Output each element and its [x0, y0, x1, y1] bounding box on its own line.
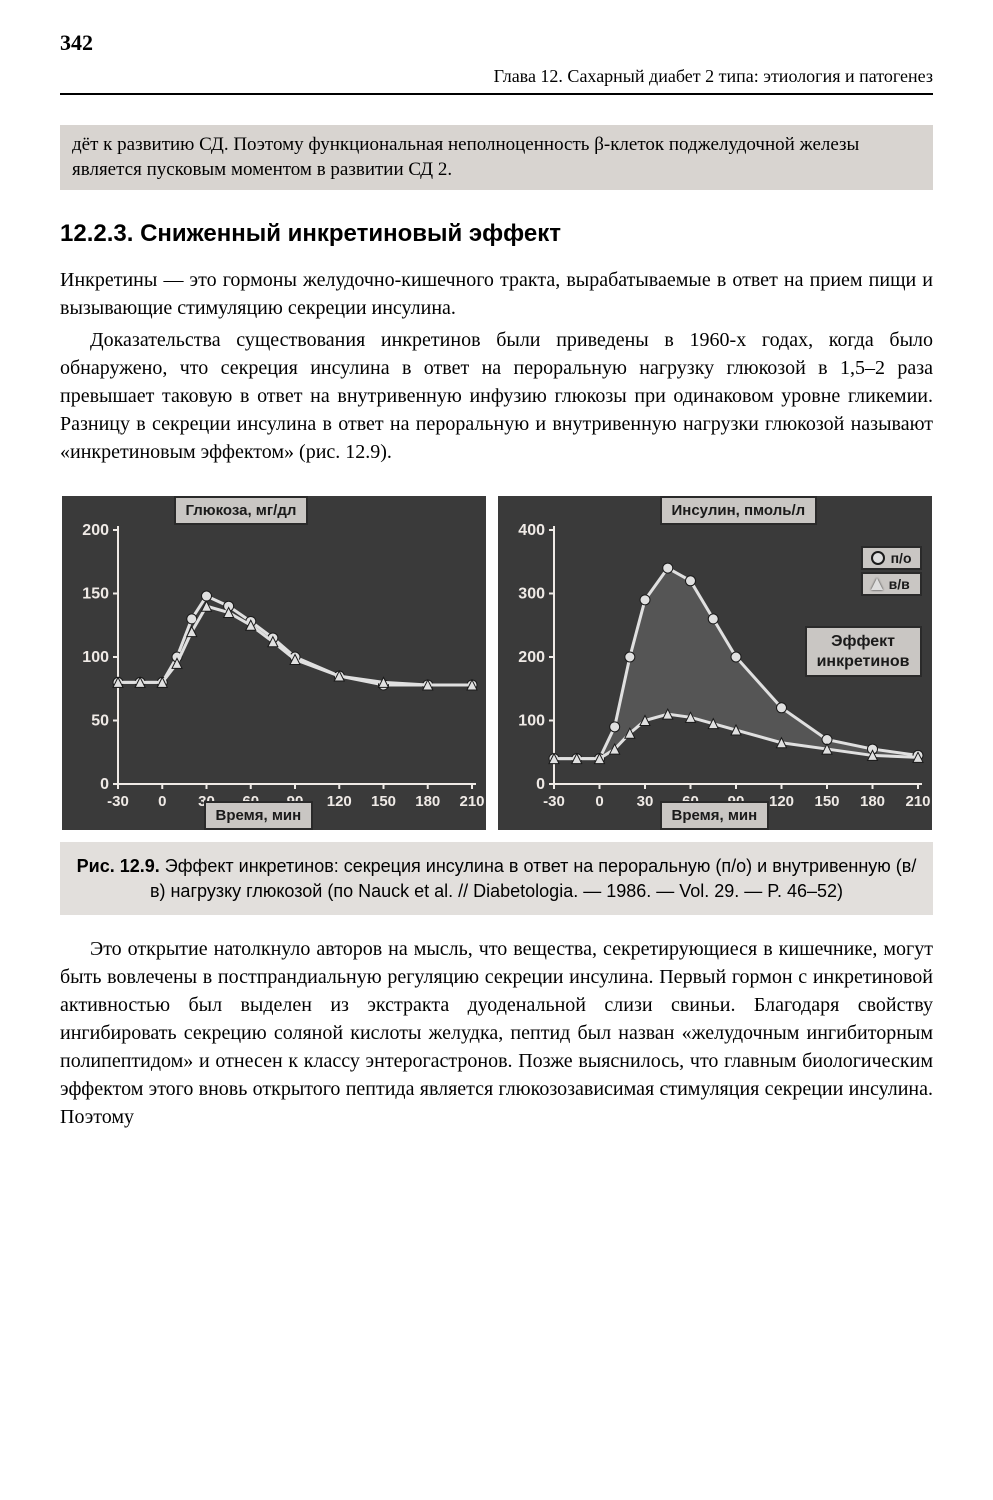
paragraph: Доказательства существования инкретинов …: [60, 326, 933, 466]
svg-text:-30: -30: [107, 793, 129, 810]
svg-text:300: 300: [518, 586, 545, 603]
effect-label: Эффектинкретинов: [805, 626, 922, 676]
svg-text:150: 150: [82, 586, 109, 603]
svg-text:0: 0: [100, 776, 109, 793]
svg-text:150: 150: [370, 793, 395, 810]
svg-text:-30: -30: [543, 793, 565, 810]
svg-text:150: 150: [814, 793, 839, 810]
paragraph: Инкретины — это гормоны желудочно-кишечн…: [60, 266, 933, 322]
highlight-box: дёт к развитию СД. Поэтому функциональна…: [60, 125, 933, 190]
section-number: 12.2.3.: [60, 220, 133, 247]
circle-icon: [871, 551, 885, 565]
legend-label: п/о: [891, 550, 912, 566]
legend-po: п/о: [861, 546, 922, 570]
svg-text:180: 180: [859, 793, 884, 810]
x-axis-label: Время, мин: [204, 801, 314, 830]
glucose-chart-svg: 050100150200-300306090120150180210: [64, 498, 484, 828]
svg-text:200: 200: [82, 522, 109, 539]
caption-text: Эффект инкретинов: секреция инсулина в о…: [150, 856, 916, 900]
page-number: 342: [60, 30, 933, 56]
legend-label: в/в: [889, 576, 910, 592]
svg-text:100: 100: [82, 649, 109, 666]
x-axis-label: Время, мин: [660, 801, 770, 830]
insulin-chart: 0100200300400-300306090120150180210 Инсу…: [498, 496, 932, 830]
svg-text:100: 100: [518, 713, 545, 730]
svg-text:210: 210: [905, 793, 930, 810]
section-name: Сниженный инкретиновый эффект: [140, 220, 561, 247]
glucose-chart: 050100150200-300306090120150180210 Глюко…: [62, 496, 486, 830]
figure-12-9: 050100150200-300306090120150180210 Глюко…: [60, 496, 933, 915]
figure-caption: Рис. 12.9. Эффект инкретинов: секреция и…: [60, 842, 933, 915]
chapter-header: Глава 12. Сахарный диабет 2 типа: этиоло…: [60, 66, 933, 95]
legend: п/о в/в: [861, 546, 922, 596]
paragraph: Это открытие натолкнуло авторов на мысль…: [60, 935, 933, 1131]
svg-text:30: 30: [636, 793, 653, 810]
svg-text:50: 50: [91, 713, 109, 730]
svg-text:400: 400: [518, 522, 545, 539]
svg-text:180: 180: [415, 793, 440, 810]
legend-vv: в/в: [861, 572, 922, 596]
svg-text:0: 0: [595, 793, 603, 810]
svg-text:210: 210: [459, 793, 484, 810]
caption-number: Рис. 12.9.: [77, 856, 160, 876]
section-title: 12.2.3. Сниженный инкретиновый эффект: [60, 220, 933, 248]
svg-text:120: 120: [326, 793, 351, 810]
svg-text:120: 120: [768, 793, 793, 810]
charts-row: 050100150200-300306090120150180210 Глюко…: [60, 496, 933, 830]
svg-text:200: 200: [518, 649, 545, 666]
effect-label-text: Эффектинкретинов: [817, 633, 910, 669]
svg-text:0: 0: [158, 793, 166, 810]
chart-title: Глюкоза, мг/дл: [174, 496, 309, 525]
svg-text:0: 0: [536, 776, 545, 793]
chart-title: Инсулин, пмоль/л: [660, 496, 818, 525]
triangle-icon: [871, 578, 883, 590]
